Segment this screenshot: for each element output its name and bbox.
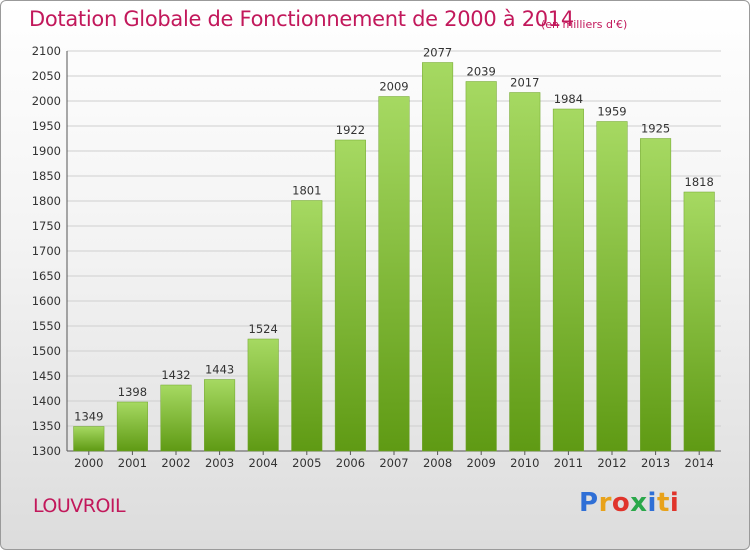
y-tick-label: 1850 (32, 169, 61, 183)
x-tick-label: 2013 (641, 456, 670, 470)
bar (73, 426, 105, 452)
y-tick-label: 1700 (32, 244, 61, 258)
y-tick-label: 1650 (32, 269, 61, 283)
x-tick-label: 2010 (510, 456, 539, 470)
y-tick-label: 1950 (32, 119, 61, 133)
bar (422, 62, 454, 452)
logo-letter: i (669, 488, 680, 518)
data-label: 1925 (641, 122, 670, 136)
y-tick-label: 2100 (32, 44, 61, 58)
bar (640, 138, 672, 452)
bar (334, 139, 366, 452)
data-label: 1432 (161, 368, 190, 382)
data-label: 1398 (118, 385, 147, 399)
x-tick-label: 2006 (336, 456, 365, 470)
data-label: 1959 (597, 105, 626, 119)
y-tick-label: 1450 (32, 369, 61, 383)
data-label: 2009 (379, 80, 408, 94)
x-tick-label: 2009 (467, 456, 496, 470)
data-label: 1818 (685, 175, 714, 189)
bars (73, 62, 715, 452)
bar (465, 81, 497, 452)
y-tick-label: 1750 (32, 219, 61, 233)
logo-letter: t (656, 488, 670, 518)
y-tick-label: 1600 (32, 294, 61, 308)
data-label: 2039 (467, 65, 496, 79)
x-tick-label: 2002 (161, 456, 190, 470)
x-tick-label: 2001 (118, 456, 147, 470)
chart-subtitle: (en milliers d'€) (541, 18, 628, 31)
city-name: LOUVROIL (33, 495, 126, 517)
y-tick-label: 1300 (32, 444, 61, 458)
data-label: 2017 (510, 76, 539, 90)
data-label: 1984 (554, 92, 583, 106)
data-label: 1524 (249, 322, 278, 336)
y-tick-label: 2050 (32, 69, 61, 83)
bar (509, 92, 541, 452)
logo-letter: r (598, 488, 612, 518)
x-tick-label: 2012 (597, 456, 626, 470)
x-tick-label: 2003 (205, 456, 234, 470)
data-label: 1801 (292, 184, 321, 198)
bar (116, 401, 148, 452)
data-label: 1349 (74, 410, 103, 424)
chart-title: Dotation Globale de Fonctionnement de 20… (29, 7, 574, 31)
x-tick-label: 2008 (423, 456, 452, 470)
x-tick-label: 2011 (554, 456, 583, 470)
x-tick-label: 2005 (292, 456, 321, 470)
y-tick-label: 1350 (32, 419, 61, 433)
y-tick-label: 1500 (32, 344, 61, 358)
x-tick-label: 2007 (379, 456, 408, 470)
bar (596, 121, 628, 452)
labels: 1300 1350 1400 1450 1500 1550 1600 1650 1700 1750… (32, 44, 714, 470)
bar (291, 200, 323, 452)
x-tick-label: 2014 (685, 456, 714, 470)
y-tick-label: 1400 (32, 394, 61, 408)
y-tick-label: 1550 (32, 319, 61, 333)
bar (683, 191, 715, 452)
data-label: 1922 (336, 123, 365, 137)
logo-letter: x (630, 488, 648, 518)
bar (552, 108, 584, 452)
logo-letter: P (579, 488, 599, 518)
y-tick-label: 2000 (32, 94, 61, 108)
x-tick-label: 2000 (74, 456, 103, 470)
logo-letter: i (647, 488, 657, 518)
x-tick-label: 2004 (249, 456, 278, 470)
data-label: 2077 (423, 46, 452, 60)
logo-letter: o (611, 488, 631, 518)
bar (204, 379, 236, 452)
y-tick-label: 1900 (32, 144, 61, 158)
bar (247, 338, 279, 452)
y-tick-label: 1800 (32, 194, 61, 208)
bar (160, 384, 192, 452)
bar (378, 96, 410, 452)
data-label: 1443 (205, 363, 234, 377)
proxiti-logo: Proxiti (579, 488, 679, 518)
